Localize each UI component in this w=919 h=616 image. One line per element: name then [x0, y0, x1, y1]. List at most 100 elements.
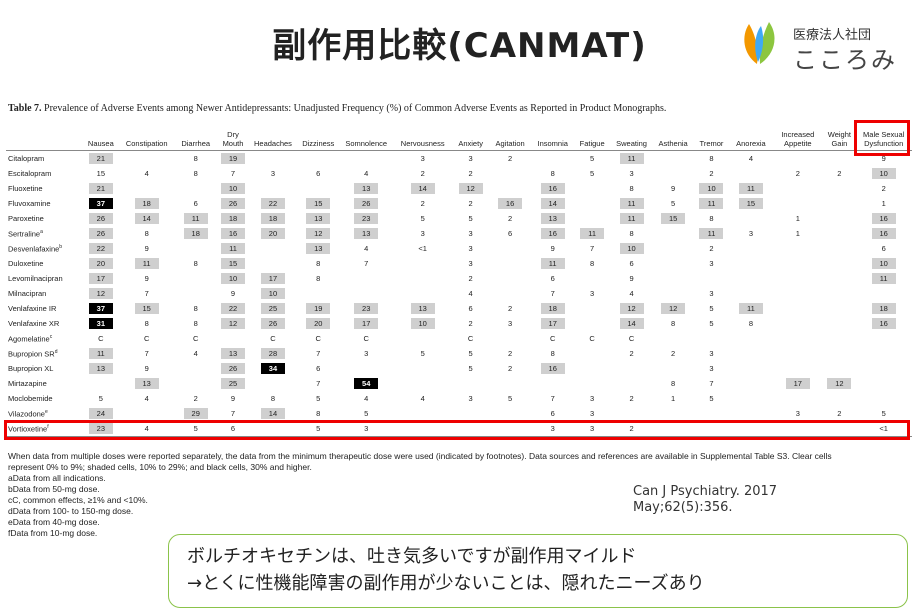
- cell-value: 10: [871, 258, 896, 269]
- cell-value: [661, 272, 685, 283]
- table-row: Duloxetine 20 11 8 15 8 7 3 11 8 6 3 10: [6, 256, 912, 271]
- value-cell: 3: [693, 286, 729, 301]
- adverse-events-table-wrap: Nausea Constipation Diarrhea Dry Mouth Heada…: [6, 118, 912, 437]
- cell-value: 13: [410, 303, 435, 314]
- table-row: Paroxetine 26 14 11 18 18 13 23 5 5 2 13 11 15 8 1 16: [6, 211, 912, 226]
- value-cell: 4: [340, 391, 393, 406]
- cell-value: 2: [837, 409, 842, 418]
- cell-value: 25: [221, 378, 245, 389]
- cell-value: 12: [306, 228, 331, 239]
- value-cell: 3: [393, 151, 453, 167]
- value-cell: 11: [119, 256, 174, 271]
- cell-value: 12: [458, 183, 483, 194]
- value-cell: 6: [217, 421, 249, 437]
- cell-value: 3: [748, 229, 753, 238]
- value-cell: 1: [855, 196, 912, 211]
- cell-value: 10: [410, 318, 435, 329]
- cell-value: 2: [193, 394, 198, 403]
- table-row: Escitalopram 15 4 8 7 3 6 4 2 2 8 5 3 2 2 2 10: [6, 166, 912, 181]
- cell-value: [739, 287, 763, 298]
- cell-value: 6: [193, 199, 198, 208]
- value-cell: [772, 346, 823, 361]
- value-cell: [730, 241, 773, 256]
- value-cell: [574, 196, 610, 211]
- cell-value: 26: [221, 198, 245, 209]
- footnote-marker: d: [54, 348, 58, 355]
- value-cell: [730, 346, 773, 361]
- cell-value: 26: [354, 198, 379, 209]
- value-cell: [823, 316, 855, 331]
- cell-value: 8: [671, 319, 676, 328]
- value-cell: [249, 181, 297, 196]
- value-cell: 10: [855, 166, 912, 181]
- table-row: Sertralinea 26 8 18 16 20 12 13 3 3 6 16 11 8 11 3 1 16: [6, 226, 912, 241]
- cell-value: [580, 347, 604, 358]
- drug-name-text: Paroxetine: [8, 214, 44, 223]
- cell-value: 6: [550, 274, 555, 283]
- cell-value: 15: [661, 213, 686, 224]
- cell-value: 13: [354, 183, 379, 194]
- cell-value: [872, 362, 896, 373]
- cell-value: 8: [316, 409, 321, 418]
- value-cell: 8: [574, 256, 610, 271]
- cell-value: 8: [270, 394, 276, 403]
- cell-value: 25: [260, 303, 285, 314]
- value-cell: C: [174, 331, 217, 346]
- value-cell: 18: [217, 211, 249, 226]
- column-header: Somnolence: [339, 118, 393, 151]
- cell-value: 3: [590, 409, 595, 418]
- value-cell: [772, 241, 823, 256]
- value-cell: 4: [340, 166, 393, 181]
- value-cell: 2: [489, 301, 532, 316]
- cell-value: 3: [709, 364, 714, 373]
- value-cell: 6: [297, 361, 340, 376]
- cell-value: 6: [881, 244, 886, 253]
- drug-name: Bupropion XL: [6, 361, 83, 376]
- cell-value: [354, 272, 378, 283]
- footnote-c: cC, common effects, ≥1% and <10%.: [8, 495, 148, 505]
- cell-value: 4: [144, 424, 149, 433]
- value-cell: 4: [453, 286, 489, 301]
- cell-value: 24: [88, 408, 113, 419]
- cell-value: 26: [260, 318, 285, 329]
- cell-value: [827, 332, 851, 343]
- value-cell: [393, 361, 453, 376]
- cell-value: 2: [507, 349, 513, 358]
- cell-value: 16: [871, 213, 896, 224]
- value-cell: 7: [531, 286, 574, 301]
- cell-value: 22: [221, 303, 245, 314]
- value-cell: 8: [653, 376, 694, 391]
- cell-value: 7: [316, 379, 321, 388]
- value-cell: 4: [340, 241, 393, 256]
- cell-value: 16: [540, 228, 565, 239]
- cell-value: 13: [221, 348, 245, 359]
- logo-name: こころみ: [793, 46, 897, 74]
- value-cell: [393, 271, 453, 286]
- callout-box: ボルチオキセチンは、吐き気多いですが副作用マイルド →とくに性機能障害の副作用が…: [168, 534, 908, 608]
- cell-value: C: [315, 334, 321, 343]
- value-cell: 4: [730, 151, 773, 167]
- cell-value: 11: [738, 303, 763, 314]
- footnote-a: aData from all indications.: [8, 473, 106, 483]
- value-cell: [823, 226, 855, 241]
- cell-value: [459, 407, 483, 418]
- footnote-e: eData from 40-mg dose.: [8, 517, 100, 527]
- cell-value: [580, 362, 604, 373]
- value-cell: 8: [174, 316, 217, 331]
- value-cell: 11: [610, 151, 653, 167]
- cell-value: 16: [498, 198, 523, 209]
- cell-value: [739, 407, 763, 418]
- value-cell: <1: [393, 241, 453, 256]
- drug-name: Levomilnacipran: [6, 271, 83, 286]
- cell-value: 17: [260, 273, 285, 284]
- value-cell: [772, 301, 823, 316]
- cell-value: 5: [590, 169, 595, 178]
- cell-value: [661, 152, 685, 163]
- value-cell: [823, 361, 855, 376]
- cell-value: [739, 167, 763, 178]
- cell-value: [135, 182, 159, 193]
- cell-value: 5: [709, 304, 714, 313]
- value-cell: [823, 331, 855, 346]
- value-cell: [772, 421, 824, 437]
- table-number: Table 7.: [8, 103, 42, 114]
